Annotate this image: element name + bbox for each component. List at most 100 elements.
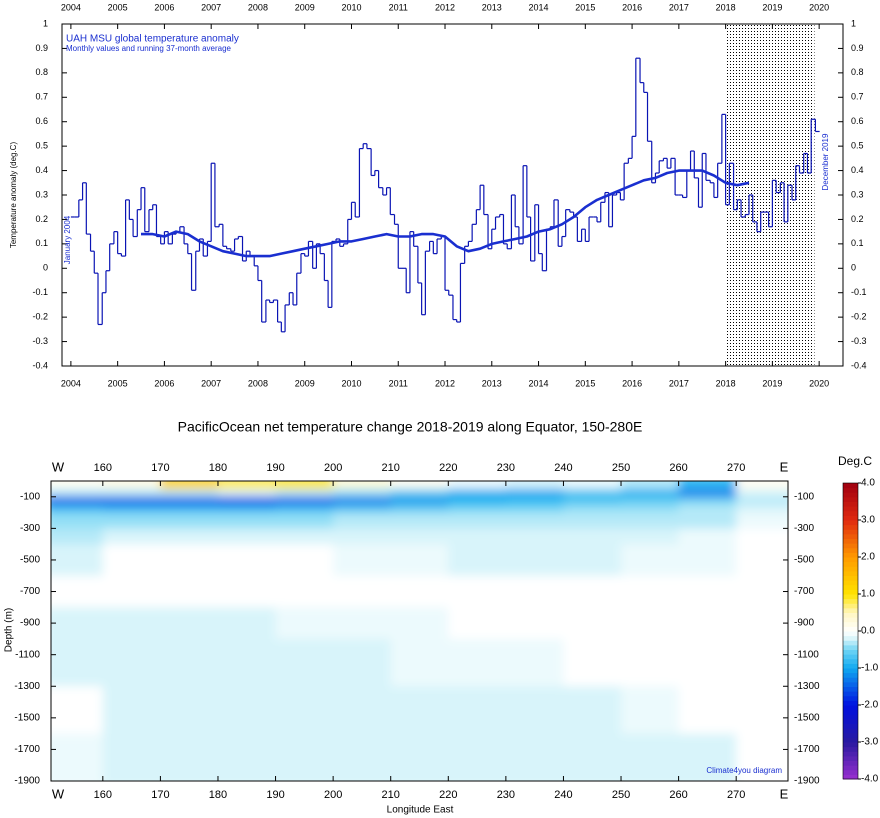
- colorbar-swatch: [843, 769, 858, 775]
- x-tick-label-top: 2010: [341, 2, 361, 12]
- y-tick-label: 0.9: [35, 43, 48, 53]
- heat-cell: [160, 686, 219, 735]
- colorbar-swatch: [843, 668, 858, 674]
- heat-cell: [736, 488, 788, 498]
- heat-cell: [217, 512, 277, 529]
- y-tick-label: -1100: [15, 649, 40, 660]
- x-tick-label-top: 2020: [809, 2, 829, 12]
- colorbar-swatch: [843, 510, 858, 516]
- y-tick-label: -0.2: [32, 312, 48, 322]
- heat-cell: [275, 504, 334, 514]
- x-tick-label: 2018: [716, 378, 736, 388]
- heat-cell: [621, 544, 680, 577]
- colorbar-swatch: [843, 681, 858, 687]
- heat-cell: [275, 496, 334, 506]
- x-tick-label: 220: [439, 789, 457, 801]
- x-tick-label: 2007: [201, 378, 221, 388]
- x-tick-label: 260: [669, 789, 687, 801]
- x-tick-label-top: 2012: [435, 2, 455, 12]
- heat-cell: [160, 638, 219, 687]
- colorbar-swatch: [843, 723, 858, 729]
- colorbar-swatch: [843, 631, 858, 637]
- x-tick-label-top: 2005: [108, 2, 128, 12]
- x-tick-label-top: 2014: [529, 2, 549, 12]
- heat-cell: [563, 481, 622, 490]
- heat-cell: [448, 496, 507, 506]
- x-tick-label: 240: [554, 789, 572, 801]
- x-tick-label-top: 2011: [389, 2, 408, 12]
- colorbar-swatch: [843, 718, 858, 724]
- heat-cell: [160, 512, 219, 529]
- y-tick-label: -1300: [14, 681, 40, 692]
- heat-cell: [736, 512, 788, 529]
- heat-cell: [275, 481, 334, 490]
- x-tick-label-top: 250: [612, 462, 630, 474]
- y-tick-label-right: -0.1: [851, 287, 867, 297]
- heat-cell: [333, 607, 392, 640]
- colorbar-swatch: [843, 700, 858, 706]
- heat-cell: [505, 733, 565, 781]
- heat-cell: [390, 686, 449, 735]
- x-tick-label-top: 2007: [201, 2, 221, 12]
- colorbar-swatch: [843, 654, 858, 660]
- x-tick-label: 270: [727, 789, 745, 801]
- heat-cell: [678, 496, 737, 506]
- x-tick-label-top: 190: [266, 462, 284, 474]
- colorbar-swatch: [843, 705, 858, 711]
- x-tick-label-top: 2004: [61, 2, 81, 12]
- x-tick-label: 160: [94, 789, 112, 801]
- y-tick-label: 0.2: [35, 214, 48, 224]
- y-tick-label: 0.1: [35, 238, 48, 248]
- colorbar-swatch: [843, 663, 858, 669]
- heat-cell: [160, 528, 219, 545]
- heat-cell: [102, 512, 161, 529]
- y-tick-label-right: -1300: [794, 681, 820, 692]
- y-tick-label: 1: [43, 18, 48, 28]
- y-tick-label-right: 0.1: [851, 238, 864, 248]
- heat-cell: [102, 607, 161, 640]
- x-tick-label-top: 230: [497, 462, 515, 474]
- heat-cell: [505, 544, 565, 577]
- plot-area: [70, 57, 820, 333]
- heat-cell: [160, 488, 219, 498]
- heat-cell: [217, 481, 277, 490]
- colorbar-swatch: [843, 686, 858, 692]
- colorbar-swatch: [843, 751, 858, 757]
- heat-cell: [102, 481, 161, 490]
- colorbar-swatch: [843, 691, 858, 697]
- heat-cell: [621, 528, 680, 545]
- x-tick-label-top: 2016: [622, 2, 642, 12]
- heat-cell: [390, 607, 449, 640]
- credit: Climate4you diagram: [706, 766, 782, 775]
- heat-cell: [678, 575, 737, 608]
- running-average: [141, 169, 750, 258]
- heat-cell: [736, 686, 788, 735]
- colorbar-swatch: [843, 635, 858, 641]
- heat-cell: [160, 481, 219, 490]
- x-tick-label-top: 2019: [762, 2, 782, 12]
- heat-cell: [217, 528, 277, 545]
- cells: [51, 481, 788, 781]
- chart-subtitle: Monthly values and running 37-month aver…: [66, 44, 232, 53]
- x-tick-label: 190: [266, 789, 284, 801]
- x-tick-label: 2014: [529, 378, 549, 388]
- heat-cell: [333, 575, 392, 608]
- colorbar-label: 3.0: [861, 515, 875, 526]
- y-tick-label: -500: [20, 555, 40, 566]
- x-tick-label: 2013: [482, 378, 502, 388]
- heat-cell: [333, 733, 392, 781]
- colorbar-swatch: [843, 515, 858, 521]
- heat-cell: [102, 686, 161, 735]
- heat-cell: [275, 733, 334, 781]
- heat-cell: [448, 733, 507, 781]
- x-tick-label-top: 2017: [669, 2, 689, 12]
- heat-cell: [333, 544, 392, 577]
- heat-cell: [678, 528, 737, 545]
- heat-cell: [563, 504, 622, 514]
- y-tick-label: 0.6: [35, 116, 48, 126]
- heat-cell: [333, 488, 392, 498]
- heat-cell: [333, 481, 392, 490]
- y-tick-label-right: -0.4: [851, 360, 867, 370]
- colorbar-swatch: [843, 755, 858, 761]
- y-tick-label-right: -0.3: [851, 336, 867, 346]
